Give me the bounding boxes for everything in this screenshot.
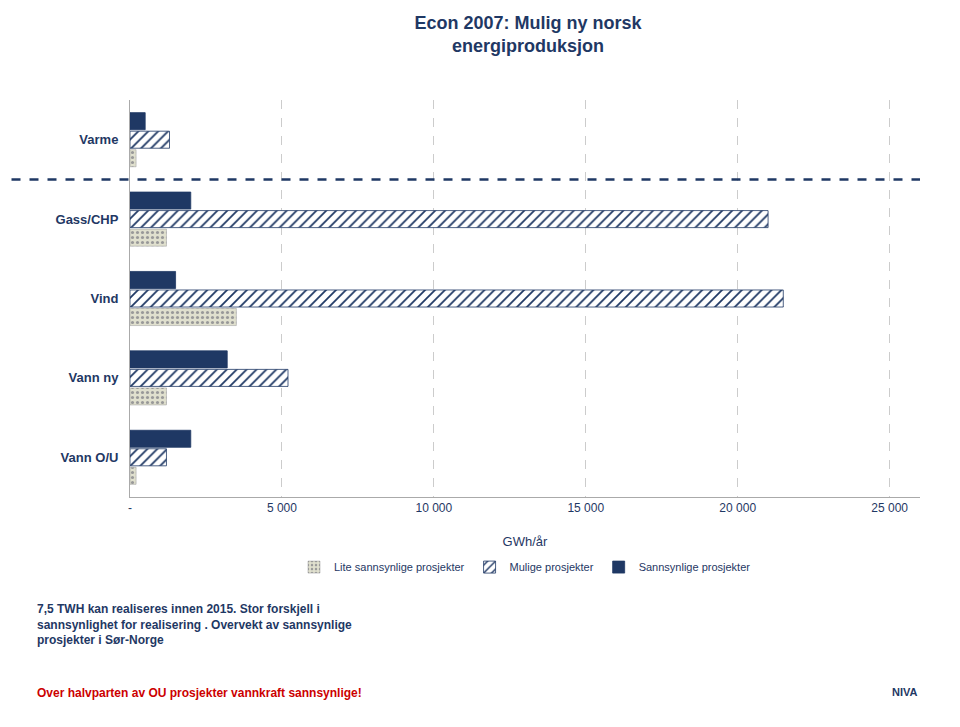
svg-text:Sannsynlige prosjekter: Sannsynlige prosjekter — [639, 561, 751, 573]
svg-text:Vind: Vind — [90, 291, 118, 306]
svg-text:7,5 TWH kan realiseres innen 2: 7,5 TWH kan realiseres innen 2015. Stor … — [37, 602, 352, 647]
svg-text:NIVA: NIVA — [892, 686, 918, 698]
svg-text:Econ 2007: Mulig ny norskenerg: Econ 2007: Mulig ny norskenergiproduksjo… — [414, 13, 642, 56]
svg-text:15 000: 15 000 — [567, 501, 604, 515]
svg-text:GWh/år: GWh/år — [503, 534, 548, 549]
svg-text:5 000: 5 000 — [267, 501, 297, 515]
svg-text:Vann ny: Vann ny — [69, 370, 120, 385]
svg-text:20 000: 20 000 — [719, 501, 756, 515]
svg-text:Lite sannsynlige prosjekter: Lite sannsynlige prosjekter — [334, 561, 465, 573]
svg-text:Mulige prosjekter: Mulige prosjekter — [510, 561, 594, 573]
svg-text:Vann O/U: Vann O/U — [61, 450, 119, 465]
svg-text:-: - — [128, 501, 132, 515]
svg-text:25 000: 25 000 — [871, 501, 908, 515]
svg-text:Over halvparten av OU prosjekt: Over halvparten av OU prosjekter vannkra… — [37, 686, 362, 700]
svg-text:Varme: Varme — [79, 132, 118, 147]
svg-text:Gass/CHP: Gass/CHP — [56, 212, 119, 227]
svg-text:10 000: 10 000 — [415, 501, 452, 515]
